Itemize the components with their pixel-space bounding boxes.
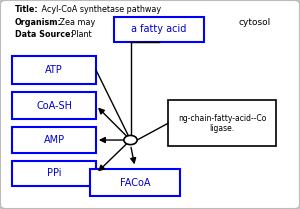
- Text: ng-chain-fatty-acid--Co
ligase.: ng-chain-fatty-acid--Co ligase.: [178, 114, 266, 133]
- Text: CoA-SH: CoA-SH: [36, 101, 72, 111]
- Text: Plant: Plant: [69, 30, 92, 39]
- Bar: [12, 92, 96, 119]
- Text: Title:: Title:: [15, 5, 39, 14]
- Text: ATP: ATP: [45, 65, 63, 75]
- Bar: [12, 127, 96, 153]
- Bar: [12, 161, 96, 186]
- Text: Acyl-CoA synthetase pathway: Acyl-CoA synthetase pathway: [39, 5, 161, 14]
- Text: cytosol: cytosol: [239, 18, 271, 27]
- Bar: [90, 169, 180, 196]
- Text: Zea may: Zea may: [57, 18, 95, 27]
- Text: FACoA: FACoA: [120, 178, 150, 188]
- Bar: [168, 100, 276, 146]
- Text: PPi: PPi: [47, 168, 61, 178]
- Text: AMP: AMP: [44, 135, 64, 145]
- Circle shape: [124, 135, 137, 145]
- Text: Organism:: Organism:: [15, 18, 62, 27]
- Text: a fatty acid: a fatty acid: [131, 24, 187, 34]
- Bar: [12, 56, 96, 84]
- Text: Data Source:: Data Source:: [15, 30, 74, 39]
- Bar: [114, 17, 204, 42]
